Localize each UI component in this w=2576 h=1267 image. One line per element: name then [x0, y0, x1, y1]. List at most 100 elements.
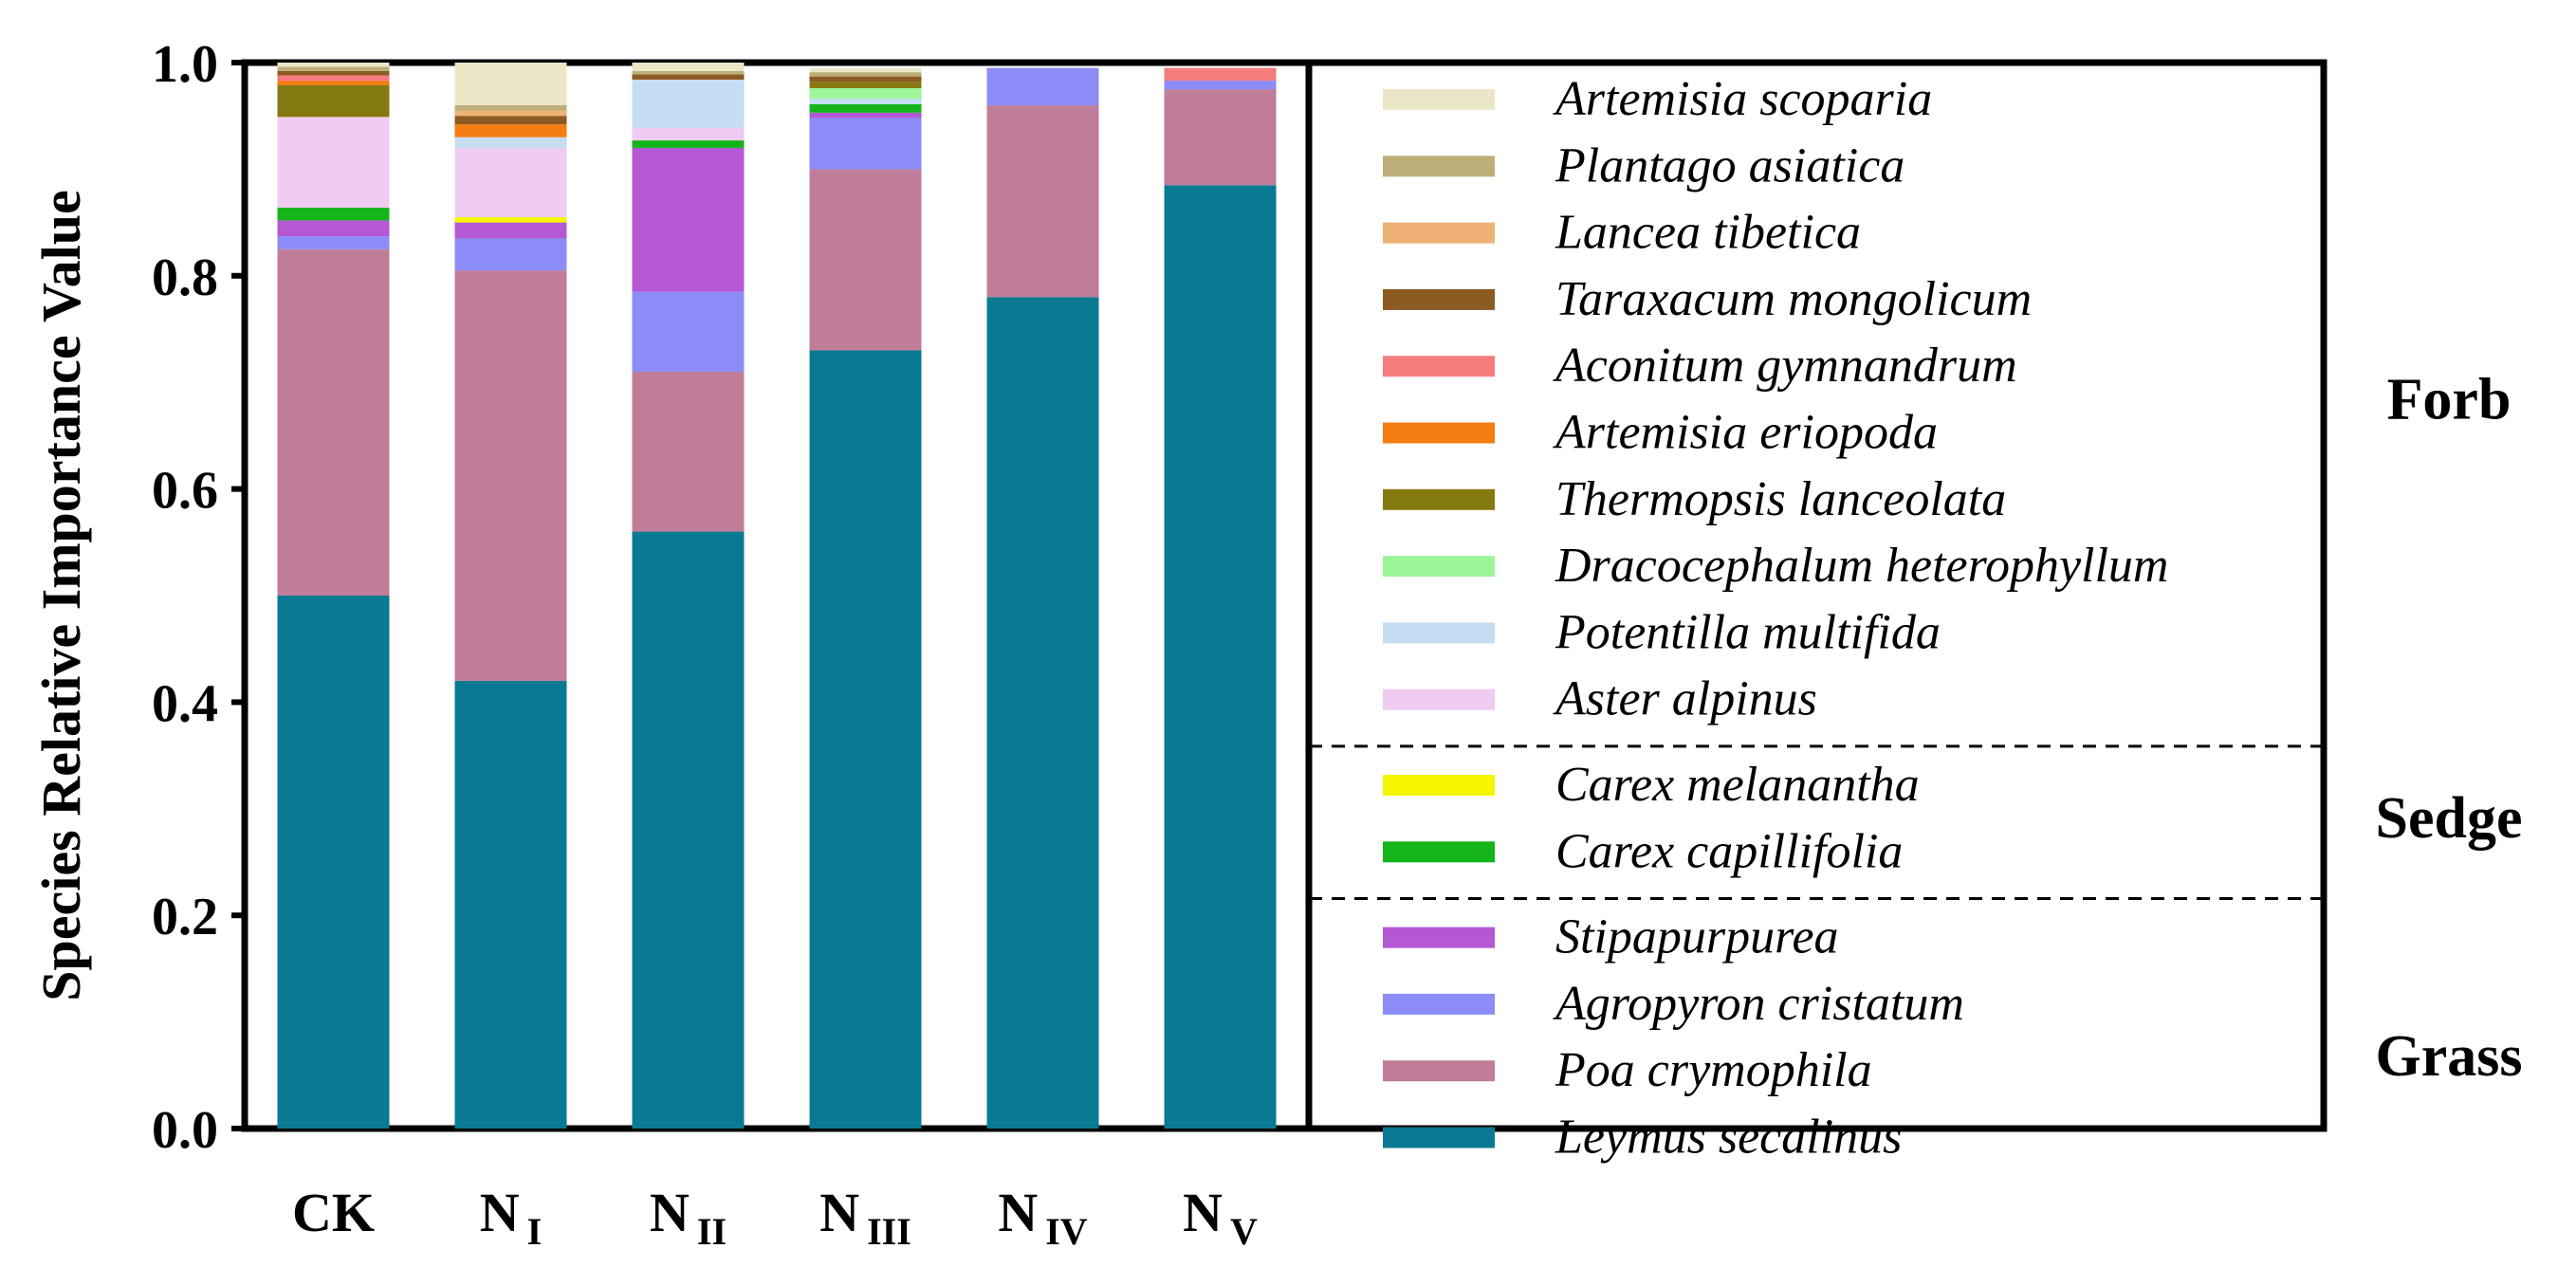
x-tick-label: N III [819, 1182, 911, 1253]
legend-item-carex-capillifolia: Carex capillifolia [1383, 824, 1903, 878]
legend-item-leymus-secalinus: Leymus secalinus [1383, 1111, 1902, 1165]
legend-swatch [1383, 222, 1495, 244]
plot-area [241, 59, 2328, 1132]
x-tick-label: N II [650, 1182, 727, 1253]
bar-n-iii-taraxacum-mongolicum [809, 76, 922, 83]
legend-label: Carex capillifolia [1555, 824, 1903, 878]
bar-n-iii-poa-crymophila [809, 169, 922, 351]
bar-n-iii-thermopsis-lanceolata [809, 82, 922, 88]
legend-swatch [1383, 622, 1495, 644]
legend-swatch [1383, 927, 1495, 948]
group-label-forb: Forb [2387, 367, 2512, 432]
legend-label: Carex melanantha [1555, 758, 1920, 812]
bar-n-v-poa-crymophila [1164, 89, 1277, 186]
legend-swatch [1383, 1060, 1495, 1082]
bar-n-v-agropyron-cristatum [1164, 81, 1277, 90]
y-tick-label: 1.0 [152, 35, 218, 94]
bar-ck-aster-alpinus [277, 117, 390, 208]
legend-item-carex-melanantha: Carex melanantha [1383, 758, 1920, 812]
bar-n-i-carex-melanantha [454, 216, 567, 223]
legend-item-plantago-asiatica: Plantago asiatica [1383, 138, 1904, 193]
legend-label: Agropyron cristatum [1553, 977, 1964, 1031]
legend-label: Artemisia scoparia [1553, 72, 1932, 126]
legend-swatch [1383, 422, 1495, 444]
bar-n-iii-carex-capillifolia [809, 103, 922, 113]
bar-n-ii-poa-crymophila [632, 371, 745, 532]
legend-item-aster-alpinus: Aster alpinus [1383, 672, 1817, 726]
bar-n-iii-stipapurpurea [809, 112, 922, 119]
bar-n-ii-carex-capillifolia [632, 140, 745, 148]
y-tick-label: 0.6 [152, 462, 218, 521]
axes: CK N I N II N III N IV N V 0.0 0.2 0.4 0.6 0.8 1.0 Specie… [30, 35, 1258, 1253]
legend-label: Dracocephalum heterophyllum [1555, 539, 2168, 593]
bar-ck-plantago-asiatica [277, 66, 390, 71]
legend-swatch [1383, 775, 1495, 796]
legend-item-lancea-tibetica: Lancea tibetica [1383, 206, 1861, 260]
legend-swatch [1383, 556, 1495, 578]
legend-swatch [1383, 89, 1495, 110]
bar-n-iii-plantago-asiatica [809, 72, 922, 77]
group-label-sedge: Sedge [2376, 786, 2523, 851]
legend-item-agropyron-cristatum: Agropyron cristatum [1383, 977, 1964, 1031]
bar-ck-thermopsis-lanceolata [277, 84, 390, 118]
bar-n-i-leymus-secalinus [454, 680, 567, 1129]
legend-swatch [1383, 841, 1495, 863]
bar-ck-artemisia-eriopoda [277, 81, 390, 85]
legend: Artemisia scoparia Plantago asiatica Lance… [1309, 72, 2523, 1165]
bar-ck-taraxacum-mongolicum [277, 70, 390, 76]
bar-ck-aconitum-gymnandrum [277, 75, 390, 82]
bar-n-i-plantago-asiatica [454, 104, 567, 111]
bar-n-iii-artemisia-scoparia [809, 67, 922, 73]
bar-ck-poa-crymophila [277, 248, 390, 596]
plot-frame [241, 59, 2328, 1132]
bar-n-i-agropyron-cristatum [454, 238, 567, 271]
legend-label: Lancea tibetica [1555, 206, 1861, 260]
bar-n-iii-agropyron-cristatum [809, 118, 922, 170]
legend-label: Leymus secalinus [1555, 1111, 1902, 1165]
bar-n-ii-stipapurpurea [632, 147, 745, 292]
bar-n-i-lancea-tibetica [454, 110, 567, 117]
bar-n-ii-aster-alpinus [632, 127, 745, 141]
legend-swatch [1383, 993, 1495, 1015]
bar-n-iv-leymus-secalinus [986, 297, 1099, 1129]
bar-ck-agropyron-cristatum [277, 236, 390, 249]
y-tick-label: 0.2 [152, 888, 218, 946]
bar-ck-stipapurpurea [277, 220, 390, 237]
bar-n-iii-dracocephalum-heterophyllum [809, 87, 922, 100]
bar-n-iii-leymus-secalinus [809, 350, 922, 1129]
legend-item-poa-crymophila: Poa crymophila [1383, 1043, 1872, 1097]
legend-swatch [1383, 288, 1495, 310]
legend-item-artemisia-scoparia: Artemisia scoparia [1383, 72, 1932, 126]
bar-n-i-aster-alpinus [454, 147, 567, 217]
bar-n-i-poa-crymophila [454, 270, 567, 681]
group-label-grass: Grass [2376, 1024, 2523, 1089]
legend-swatch [1383, 488, 1495, 510]
bar-ck-artemisia-scoparia [277, 63, 390, 67]
legend-label: Aster alpinus [1553, 672, 1817, 726]
bar-n-i-potentilla-multifida [454, 137, 567, 148]
bar-n-ii-potentilla-multifida [632, 79, 745, 128]
bar-ck-carex-capillifolia [277, 207, 390, 221]
legend-item-taraxacum-mongolicum: Taraxacum mongolicum [1383, 272, 2032, 326]
legend-swatch [1383, 156, 1495, 177]
legend-item-stipapurpurea: Stipapurpurea [1383, 910, 1839, 964]
legend-label: Plantago asiatica [1555, 138, 1904, 193]
legend-item-dracocephalum-heterophyllum: Dracocephalum heterophyllum [1383, 539, 2168, 593]
y-tick-label: 0.8 [152, 248, 218, 307]
bars [277, 63, 1277, 1129]
bar-n-i-stipapurpurea [454, 222, 567, 239]
legend-swatch [1383, 356, 1495, 377]
bar-n-iv-poa-crymophila [986, 104, 1099, 298]
bar-n-v-leymus-secalinus [1164, 185, 1277, 1129]
x-tick-label: CK [292, 1182, 375, 1243]
bar-n-ii-agropyron-cristatum [632, 291, 745, 372]
legend-item-artemisia-eriopoda: Artemisia eriopoda [1383, 406, 1938, 460]
legend-item-thermopsis-lanceolata: Thermopsis lanceolata [1383, 472, 2006, 526]
legend-item-aconitum-gymnandrum: Aconitum gymnandrum [1383, 339, 2017, 393]
bar-n-v-aconitum-gymnandrum [1164, 67, 1277, 82]
legend-label: Stipapurpurea [1555, 910, 1839, 964]
legend-item-potentilla-multifida: Potentilla multifida [1383, 605, 1941, 659]
